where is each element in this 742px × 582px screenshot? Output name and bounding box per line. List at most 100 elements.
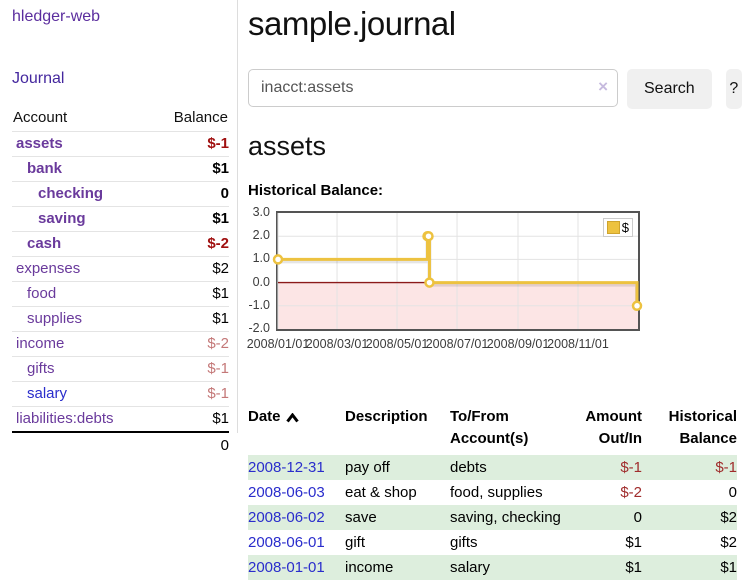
transaction-amount: $1	[625, 534, 642, 551]
account-row-food: food $1	[12, 281, 229, 307]
transaction-accounts: food, supplies	[450, 484, 543, 501]
chart-title: Historical Balance:	[248, 182, 384, 199]
register-header-account: To/From Account(s)	[450, 408, 529, 447]
register-header-description: Description	[345, 408, 428, 425]
help-button[interactable]: ?	[725, 69, 742, 109]
account-link-cash[interactable]: cash	[27, 235, 62, 252]
account-row-bank: bank $1	[12, 156, 229, 182]
balance-chart: 3.0 2.0 1.0 0.0 -1.0 -2.0 $ 2008/01/01 2008/03…	[246, 205, 643, 369]
account-balance: $1	[212, 285, 229, 302]
register-header-date: Date	[248, 406, 345, 455]
register-header-balance: Historical Balance	[668, 408, 737, 447]
account-balance: $1	[212, 410, 229, 427]
account-balance: $1	[212, 310, 229, 327]
transaction-accounts: salary	[450, 559, 491, 576]
transaction-amount: 0	[633, 509, 642, 526]
account-link-salary[interactable]: salary	[27, 385, 68, 402]
account-balance: $-1	[207, 135, 229, 152]
chart-x-axis-labels: 2008/01/01 2008/03/01 2008/05/01 2008/07/01…	[246, 337, 609, 351]
app-title-link[interactable]: hledger-web	[12, 8, 101, 25]
table-row: 2008-06-01 gift gifts $1 $2	[248, 530, 737, 555]
search-button[interactable]: Search	[627, 69, 712, 109]
transaction-description: pay off	[345, 459, 390, 476]
register-table: Date Description To/From Account(s) Amou…	[248, 406, 737, 580]
chart-legend: $	[602, 218, 633, 237]
account-link-saving[interactable]: saving	[38, 210, 86, 227]
account-row-income: income $-2	[12, 331, 229, 357]
transaction-balance: $2	[720, 509, 737, 526]
account-row-cash: cash $-2	[12, 231, 229, 257]
transaction-date-link[interactable]: 2008-06-02	[248, 509, 325, 526]
accounts-header-balance: Balance	[173, 109, 228, 126]
account-balance: $-2	[207, 235, 229, 252]
account-balance: $-1	[207, 385, 229, 402]
account-link-liabilities-debts[interactable]: liabilities:debts	[16, 410, 114, 427]
account-row-assets: assets $-1	[12, 131, 229, 157]
accounts-total-value: 0	[220, 437, 229, 454]
page-title: sample.journal	[248, 5, 456, 42]
account-link-assets[interactable]: assets	[16, 135, 63, 152]
register-header-row: Date Description To/From Account(s) Amou…	[248, 406, 737, 455]
transaction-amount: $1	[625, 559, 642, 576]
table-row: 2008-06-03 eat & shop food, supplies $-2…	[248, 480, 737, 505]
search-input[interactable]	[248, 69, 618, 107]
account-row-checking: checking 0	[12, 181, 229, 207]
transaction-description: gift	[345, 534, 366, 551]
transaction-date-link[interactable]: 2008-12-31	[248, 459, 325, 476]
clear-search-icon[interactable]: ×	[598, 77, 608, 96]
account-link-expenses[interactable]: expenses	[16, 260, 81, 277]
table-row: 2008-01-01 income salary $1 $1	[248, 555, 737, 580]
accounts-header-account: Account	[13, 109, 68, 126]
accounts-total-row: 0	[12, 432, 229, 458]
account-row-expenses: expenses $2	[12, 256, 229, 282]
accounts-table: Account Balance assets $-1 bank $1 check…	[12, 105, 229, 458]
transaction-description: eat & shop	[345, 484, 417, 501]
account-link-food[interactable]: food	[27, 285, 57, 302]
transaction-balance: 0	[728, 484, 737, 501]
sort-ascending-icon	[285, 412, 299, 422]
account-row-saving: saving $1	[12, 206, 229, 232]
transaction-balance: $2	[720, 534, 737, 551]
sidebar: hledger-web Journal Account Balance asse…	[0, 0, 238, 454]
transaction-date-link[interactable]: 2008-06-01	[248, 534, 325, 551]
search-form: × Search ?	[248, 69, 742, 109]
account-balance: 0	[220, 185, 229, 202]
main-content: sample.journal × Search ? assets Histori…	[246, 0, 742, 580]
account-link-income[interactable]: income	[16, 335, 65, 352]
table-row: 2008-12-31 pay off debts $-1 $-1	[248, 455, 737, 480]
account-row-gifts: gifts $-1	[12, 356, 229, 382]
transaction-accounts: saving, checking	[450, 509, 561, 526]
legend-swatch-icon	[606, 221, 620, 234]
account-balance: $1	[212, 160, 229, 177]
register-header-amount: Amount Out/In	[585, 408, 642, 447]
account-row-liabilities-debts: liabilities:debts $1	[12, 406, 229, 433]
transaction-balance: $1	[720, 559, 737, 576]
app-title: hledger-web	[12, 8, 229, 26]
transaction-amount: $-1	[620, 459, 642, 476]
account-link-supplies[interactable]: supplies	[27, 310, 83, 327]
account-link-checking[interactable]: checking	[38, 185, 104, 202]
sidebar-item-journal[interactable]: Journal	[12, 70, 65, 87]
transaction-accounts: debts	[450, 459, 487, 476]
transaction-date-link[interactable]: 2008-06-03	[248, 484, 325, 501]
transaction-amount: $-2	[620, 484, 642, 501]
account-balance: $-2	[207, 335, 229, 352]
account-row-supplies: supplies $1	[12, 306, 229, 332]
table-row: 2008-06-02 save saving, checking 0 $2	[248, 505, 737, 530]
chart-plot-area: $	[272, 211, 643, 331]
account-balance: $2	[212, 260, 229, 277]
account-balance: $-1	[207, 360, 229, 377]
account-balance: $1	[212, 210, 229, 227]
transaction-balance: $-1	[715, 459, 737, 476]
account-heading: assets	[248, 131, 327, 161]
account-link-bank[interactable]: bank	[27, 160, 63, 177]
transaction-description: save	[345, 509, 377, 526]
transaction-date-link[interactable]: 2008-01-01	[248, 559, 325, 576]
balance-chart-svg	[272, 213, 643, 329]
account-row-salary: salary $-1	[12, 381, 229, 407]
transaction-description: income	[345, 559, 394, 576]
legend-label: $	[621, 220, 629, 235]
chart-y-axis-labels: 3.0 2.0 1.0 0.0 -1.0 -2.0	[248, 205, 270, 335]
account-link-gifts[interactable]: gifts	[27, 360, 55, 377]
transaction-accounts: gifts	[450, 534, 478, 551]
